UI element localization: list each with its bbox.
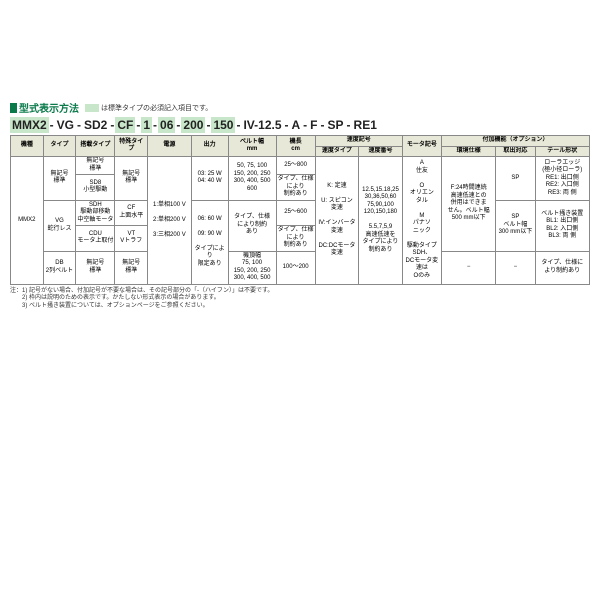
cell: A住友 Oオリエンタル Mパナソニック 駆動タイプSDH、DCモータ変速はOのみ xyxy=(402,157,441,285)
cell: − xyxy=(441,251,495,284)
h-kishu: 機種 xyxy=(11,136,44,157)
h-length: 機長cm xyxy=(276,136,315,157)
model-segment: IV-12.5 xyxy=(241,117,283,133)
section-title: 型式表示方法 は標準タイプの必須記入項目です。 xyxy=(10,100,590,115)
cell: MMX2 xyxy=(11,157,44,285)
table-row: VG蛇行レス SDH駆動部移動中空軸モータ CF上面水平 06: 60 W 09… xyxy=(11,200,590,226)
table-row: MMX2 無記号標準 無記号標準 無記号標準 1:単相100 V 2:単相200… xyxy=(11,157,590,175)
note-line: 3) ベルト掻き装置については、オプションページをご参照ください。 xyxy=(10,303,590,311)
cell: VG蛇行レス xyxy=(43,200,76,251)
highlight-swatch xyxy=(85,104,99,112)
cell: 06: 60 W 09: 90 W タイプにより限定あり xyxy=(191,200,228,284)
h-output: 出力 xyxy=(191,136,228,157)
h-power: 電源 xyxy=(148,136,192,157)
model-segment: 1 xyxy=(141,117,152,133)
h-belt: ベルト幅mm xyxy=(228,136,276,157)
cell: CF上面水平 xyxy=(115,200,148,226)
h-speed: 速度記号 xyxy=(315,136,402,147)
model-segment: SD2 xyxy=(82,117,109,133)
cell: 機頂幅75, 100150, 200, 250300, 400, 500 xyxy=(228,251,276,284)
cell: 無記号標準 xyxy=(115,251,148,284)
cell: 50, 75, 100150, 200, 250300, 400, 500600 xyxy=(228,157,276,201)
model-segment: VG xyxy=(55,117,76,133)
cell: SP xyxy=(496,157,535,201)
cell: タイプ、仕様により制約あり xyxy=(276,226,315,252)
cell: − xyxy=(496,251,535,284)
cell: 1:単相100 V 2:単相200 V 3:三相200 V xyxy=(148,157,192,285)
table-row: DB2列ベルト 無記号標準 無記号標準 機頂幅75, 100150, 200, … xyxy=(11,251,590,284)
subtitle: は標準タイプの必須記入項目です。 xyxy=(101,103,212,113)
cell: 25〜600 xyxy=(276,200,315,226)
h-option: 付加機能（オプション） xyxy=(441,136,589,147)
cell: 03: 25 W 04: 40 W xyxy=(191,157,228,201)
model-segment: SP xyxy=(326,117,346,133)
note-line: 2) 枠内は説明のための表示です。かたしない形式表示の場合があります。 xyxy=(10,295,590,303)
cell: CDUモータ上取付 xyxy=(76,226,115,252)
h-motor: モータ記号 xyxy=(402,136,441,157)
cell: SD8小型駆動 xyxy=(76,175,115,201)
h-takeout: 取出対応 xyxy=(496,146,535,157)
cell: ベルト掻き装置BL1: 出口側BL2: 入口側BL3: 両 側 xyxy=(535,200,590,251)
cell: 25〜800 xyxy=(276,157,315,175)
cell: 無記号標準 xyxy=(76,251,115,284)
h-type: タイプ xyxy=(43,136,76,157)
model-segment: RE1 xyxy=(352,117,379,133)
cell: F:24時間連続高速低速との併用はできません。ベルト幅500 mm以下 xyxy=(441,157,495,252)
model-segment: CF xyxy=(115,117,135,133)
model-segment: A xyxy=(290,117,303,133)
title-marker xyxy=(10,103,17,113)
cell: SDH駆動部移動中空軸モータ xyxy=(76,200,115,226)
model-segment: 200 xyxy=(181,117,205,133)
h-env: 環境仕様 xyxy=(441,146,495,157)
cell: タイプ、仕様により制約あり xyxy=(228,200,276,251)
cell: ローラエッジ(極小径ローラ)RE1: 出口側RE2: 入口側RE3: 両 側 xyxy=(535,157,590,201)
cell: K: 定速 U: スピコン変速 IV:インバータ変速 DC:DCモータ変速 xyxy=(315,157,359,285)
cell: DB2列ベルト xyxy=(43,251,76,284)
cell: 12.5,15.18,2530,36,50,6075,90,100120,150… xyxy=(359,157,403,285)
cell: VTVトラフ xyxy=(115,226,148,252)
h-tail: テール形状 xyxy=(535,146,590,157)
cell: タイプ、仕様により制約あり xyxy=(276,175,315,201)
h-mount: 搭載タイプ xyxy=(76,136,115,157)
model-segment: MMX2 xyxy=(10,117,49,133)
model-code-row: MMX2-VG-SD2-CF-1-06-200-150-IV-12.5-A-F-… xyxy=(10,117,590,133)
cell: 無記号標準 xyxy=(76,157,115,175)
h-special: 特殊タイプ xyxy=(115,136,148,157)
cell: 無記号標準 xyxy=(43,157,76,201)
cell: SPベルト幅300 mm以下 xyxy=(496,200,535,251)
header-row-1: 機種 タイプ 搭載タイプ 特殊タイプ 電源 出力 ベルト幅mm 機長cm 速度記… xyxy=(11,136,590,147)
cell: タイプ、仕様により制約あり xyxy=(535,251,590,284)
spec-table: 機種 タイプ 搭載タイプ 特殊タイプ 電源 出力 ベルト幅mm 機長cm 速度記… xyxy=(10,135,590,285)
h-speedtype: 速度タイプ xyxy=(315,146,359,157)
cell: 無記号標準 xyxy=(115,157,148,201)
model-segment: F xyxy=(308,117,319,133)
footnotes: 注：1) 記号がない場合、付加記号が不要な場合は、その記号部分の「-（ハイフン）… xyxy=(10,288,590,311)
model-segment: 150 xyxy=(211,117,235,133)
model-segment: 06 xyxy=(158,117,175,133)
cell: 100〜200 xyxy=(276,251,315,284)
h-speednum: 速度番号 xyxy=(359,146,403,157)
title-text: 型式表示方法 xyxy=(19,100,79,115)
